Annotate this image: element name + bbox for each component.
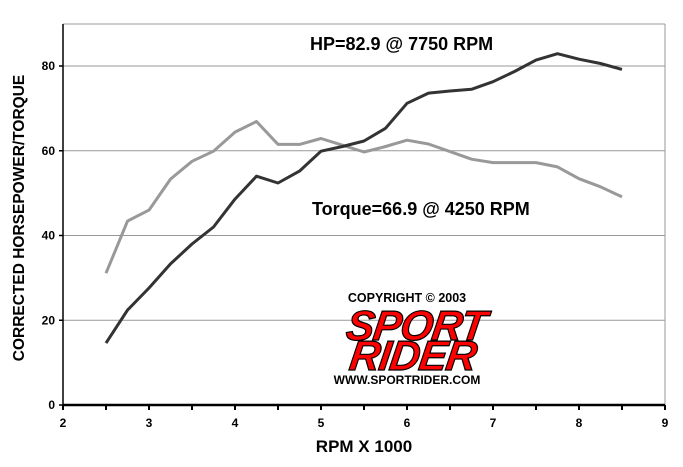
x-tick-label: 2 [60,416,67,430]
x-tick-label: 3 [146,416,153,430]
y-tick-label: 0 [48,398,55,412]
copyright-text: COPYRIGHT © 2003 [348,291,466,305]
x-tick-label: 5 [318,416,325,430]
y-tick-label: 60 [42,144,56,158]
sportrider-logo: COPYRIGHT © 2003 SPORT RIDER WWW.SPORTRI… [334,291,494,387]
torque-peak-annotation: Torque=66.9 @ 4250 RPM [312,199,530,219]
torque-line [104,120,623,274]
horsepower-line [104,52,623,344]
y-axis-title: CORRECTED HORSEPOWER/TORQUE [11,75,28,362]
y-tick-label: 20 [42,313,56,327]
y-tick-label: 80 [42,59,56,73]
x-tick-label: 8 [576,416,583,430]
series-lines [104,52,623,344]
tick-labels: 0 20 40 60 80 2 3 4 5 6 7 8 9 [42,59,669,430]
axes [59,24,666,410]
logo-sport: SPORT [344,302,494,349]
logo-rider: RIDER [347,332,481,379]
x-axis-title: RPM X 1000 [316,437,412,456]
x-tick-label: 4 [232,416,239,430]
y-tick-label: 40 [42,229,56,243]
x-tick-label: 6 [404,416,411,430]
x-tick-label: 9 [662,416,669,430]
hp-peak-annotation: HP=82.9 @ 7750 RPM [310,34,493,54]
website-url: WWW.SPORTRIDER.COM [334,373,481,387]
x-tick-label: 7 [490,416,497,430]
